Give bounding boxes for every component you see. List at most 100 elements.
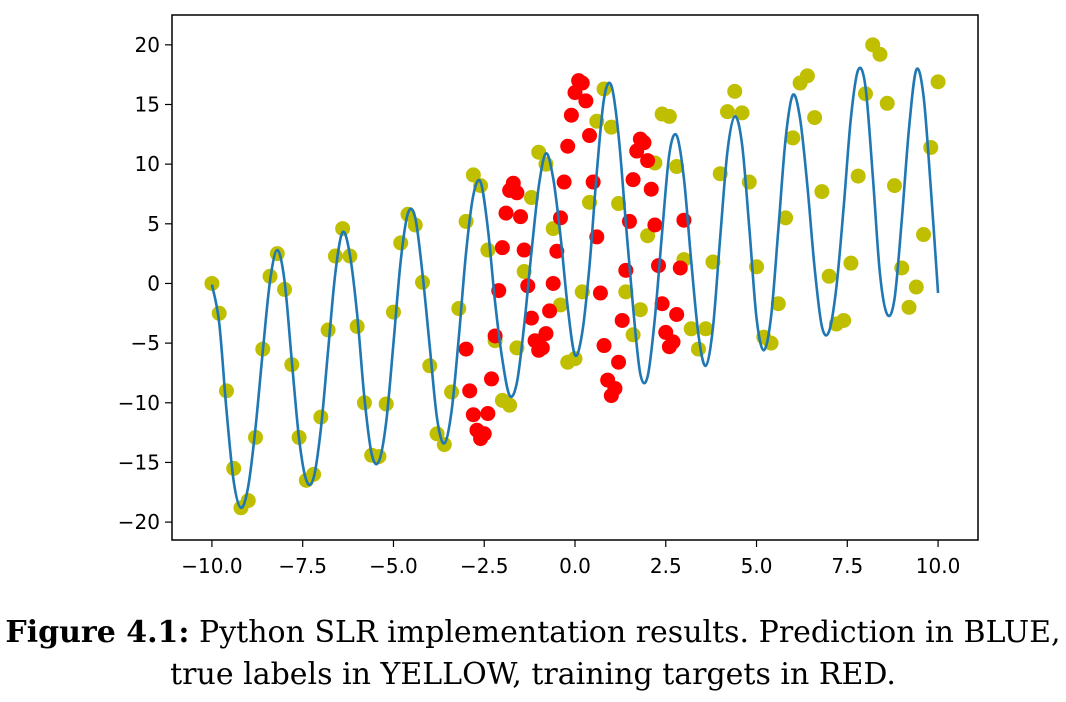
x-tick-label: 7.5 [831,554,863,578]
data-point [592,285,608,301]
data-point [531,144,547,160]
data-point [465,167,481,183]
data-point [498,205,514,221]
y-tick-label: 15 [135,92,160,116]
data-point [542,303,558,319]
caption-text: Python SLR implementation results. Predi… [170,615,1061,692]
data-point [785,130,801,146]
data-point [422,358,438,374]
x-tick-label: 0.0 [559,554,591,578]
data-point [607,380,623,396]
data-point [563,107,579,123]
x-tick-label: −2.5 [460,554,509,578]
data-point [596,338,612,354]
y-tick-label: 5 [147,212,160,236]
data-point [407,217,423,233]
x-tick-label: 10.0 [916,554,961,578]
data-point [574,75,590,91]
data-point [444,384,460,400]
data-point [636,135,652,151]
data-point [643,181,659,197]
data-point [393,235,409,251]
x-axis-ticks: −10.0 −7.5 −5.0 −2.5 0.0 2.5 5.0 7.5 10.0 [181,540,960,578]
data-point [534,340,550,356]
plot-area: −20 −15 −10 −5 0 5 10 15 20 −10.0 −7.5 −5.0 −2.5 0.0… [118,14,979,578]
data-point [476,426,492,442]
data-point [611,196,627,212]
data-point [901,299,917,315]
data-point [269,246,285,262]
y-tick-label: 20 [135,33,160,57]
x-tick-label: −7.5 [278,554,327,578]
data-point [218,383,234,399]
data-point [669,306,685,322]
data-point [465,407,481,423]
data-point [378,396,394,412]
data-point [923,139,939,155]
y-tick-label: −20 [118,510,160,534]
data-point [578,93,594,109]
data-point [462,383,478,399]
data-point [502,397,518,413]
data-point [625,327,641,343]
data-point [886,178,902,194]
data-point [879,95,895,111]
data-point [734,105,750,121]
data-point [538,326,554,342]
data-point [335,221,351,237]
data-point [509,185,525,201]
data-point [843,255,859,271]
data-point [320,322,336,338]
data-point [603,119,619,135]
data-point [556,174,572,190]
data-point [226,460,242,476]
data-point [480,242,496,258]
series-1 [458,73,692,447]
axes-frame [171,14,979,541]
data-point [669,159,685,175]
data-point [916,227,932,243]
chart: −20 −15 −10 −5 0 5 10 15 20 −10.0 −7.5 −5.0 −2.5 0.0… [118,14,979,578]
data-point [560,138,576,154]
data-point [908,279,924,295]
series-0 [204,37,946,516]
series-2 [210,66,940,510]
data-point [611,354,627,370]
data-point [770,296,786,312]
data-point [545,221,561,237]
data-point [665,334,681,350]
data-point [385,304,401,320]
data-point [672,260,688,276]
data-point [836,312,852,328]
data-point [585,174,601,190]
data-point [799,68,815,84]
data-point [698,321,714,337]
data-point [727,83,743,99]
data-point [647,217,663,233]
data-point [661,108,677,124]
caption-label: Figure 4.1: [5,615,190,650]
data-point [483,371,499,387]
data-point [640,153,656,169]
data-point [451,301,467,317]
data-point [625,172,641,188]
y-tick-label: −10 [118,391,160,415]
y-tick-label: −5 [131,331,160,355]
data-point [640,228,656,244]
data-point [327,248,343,264]
data-point [632,302,648,318]
data-point [850,168,866,184]
data-point [930,74,946,90]
data-point [516,242,532,258]
y-tick-label: 10 [135,152,160,176]
data-point [480,406,496,422]
figure-caption: Figure 4.1: Python SLR implementation re… [0,612,1066,696]
x-tick-label: −10.0 [181,554,242,578]
data-point [567,351,583,367]
data-point [719,104,735,120]
data-point [618,284,634,300]
data-point [545,275,561,291]
data-point [552,210,568,226]
data-point [683,321,699,337]
data-point [523,310,539,326]
